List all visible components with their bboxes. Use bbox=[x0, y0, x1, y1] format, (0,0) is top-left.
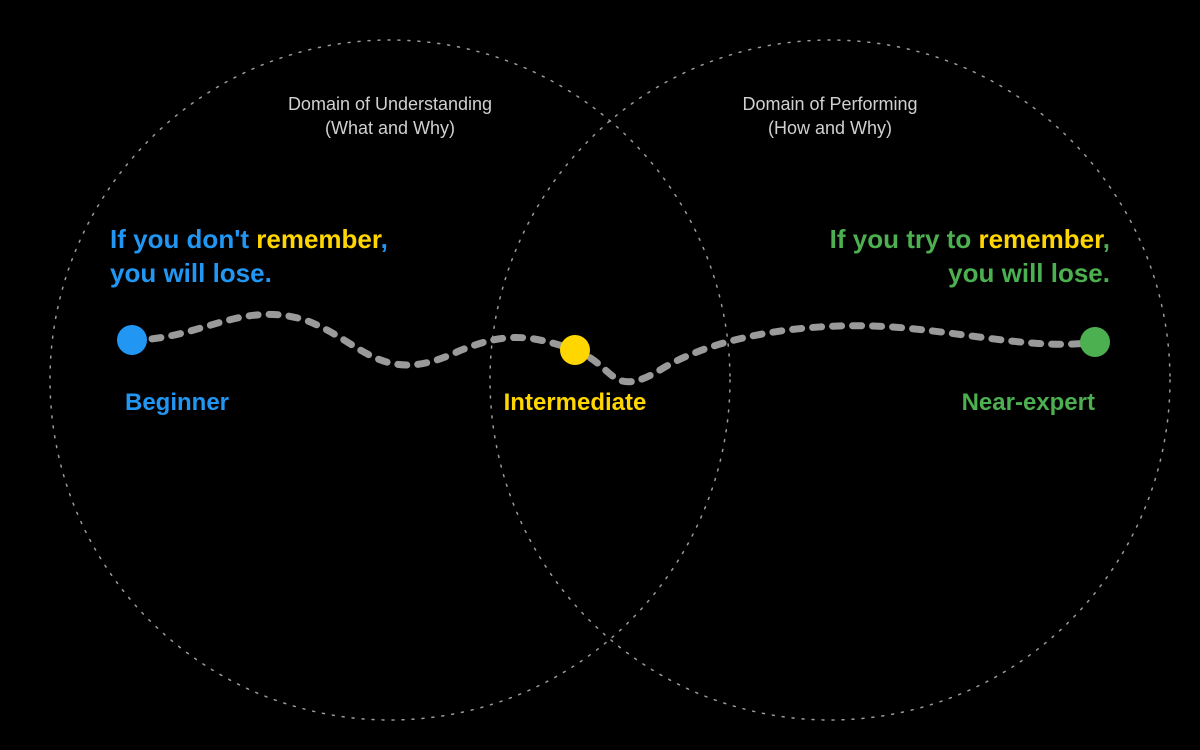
title-performing-line2: (How and Why) bbox=[768, 118, 892, 138]
label-intermediate: Intermediate bbox=[504, 389, 647, 416]
dot-near-expert bbox=[1080, 327, 1110, 357]
dot-intermediate bbox=[560, 335, 590, 365]
title-understanding-line1: Domain of Understanding bbox=[288, 94, 492, 114]
slogan-left-line2: you will lose. bbox=[110, 258, 272, 288]
label-near-expert: Near-expert bbox=[962, 389, 1095, 416]
dot-beginner bbox=[117, 325, 147, 355]
learning-path bbox=[132, 314, 1095, 381]
slogan-right-line1: If you try to remember, bbox=[830, 224, 1110, 254]
venn-diagram: Domain of Understanding (What and Why) D… bbox=[0, 0, 1200, 750]
slogan-left-line1: If you don't remember, bbox=[110, 224, 388, 254]
slogan-right-line2: you will lose. bbox=[948, 258, 1110, 288]
title-performing-line1: Domain of Performing bbox=[742, 94, 917, 114]
label-beginner: Beginner bbox=[125, 389, 229, 416]
circle-performing bbox=[490, 40, 1170, 720]
title-understanding-line2: (What and Why) bbox=[325, 118, 455, 138]
